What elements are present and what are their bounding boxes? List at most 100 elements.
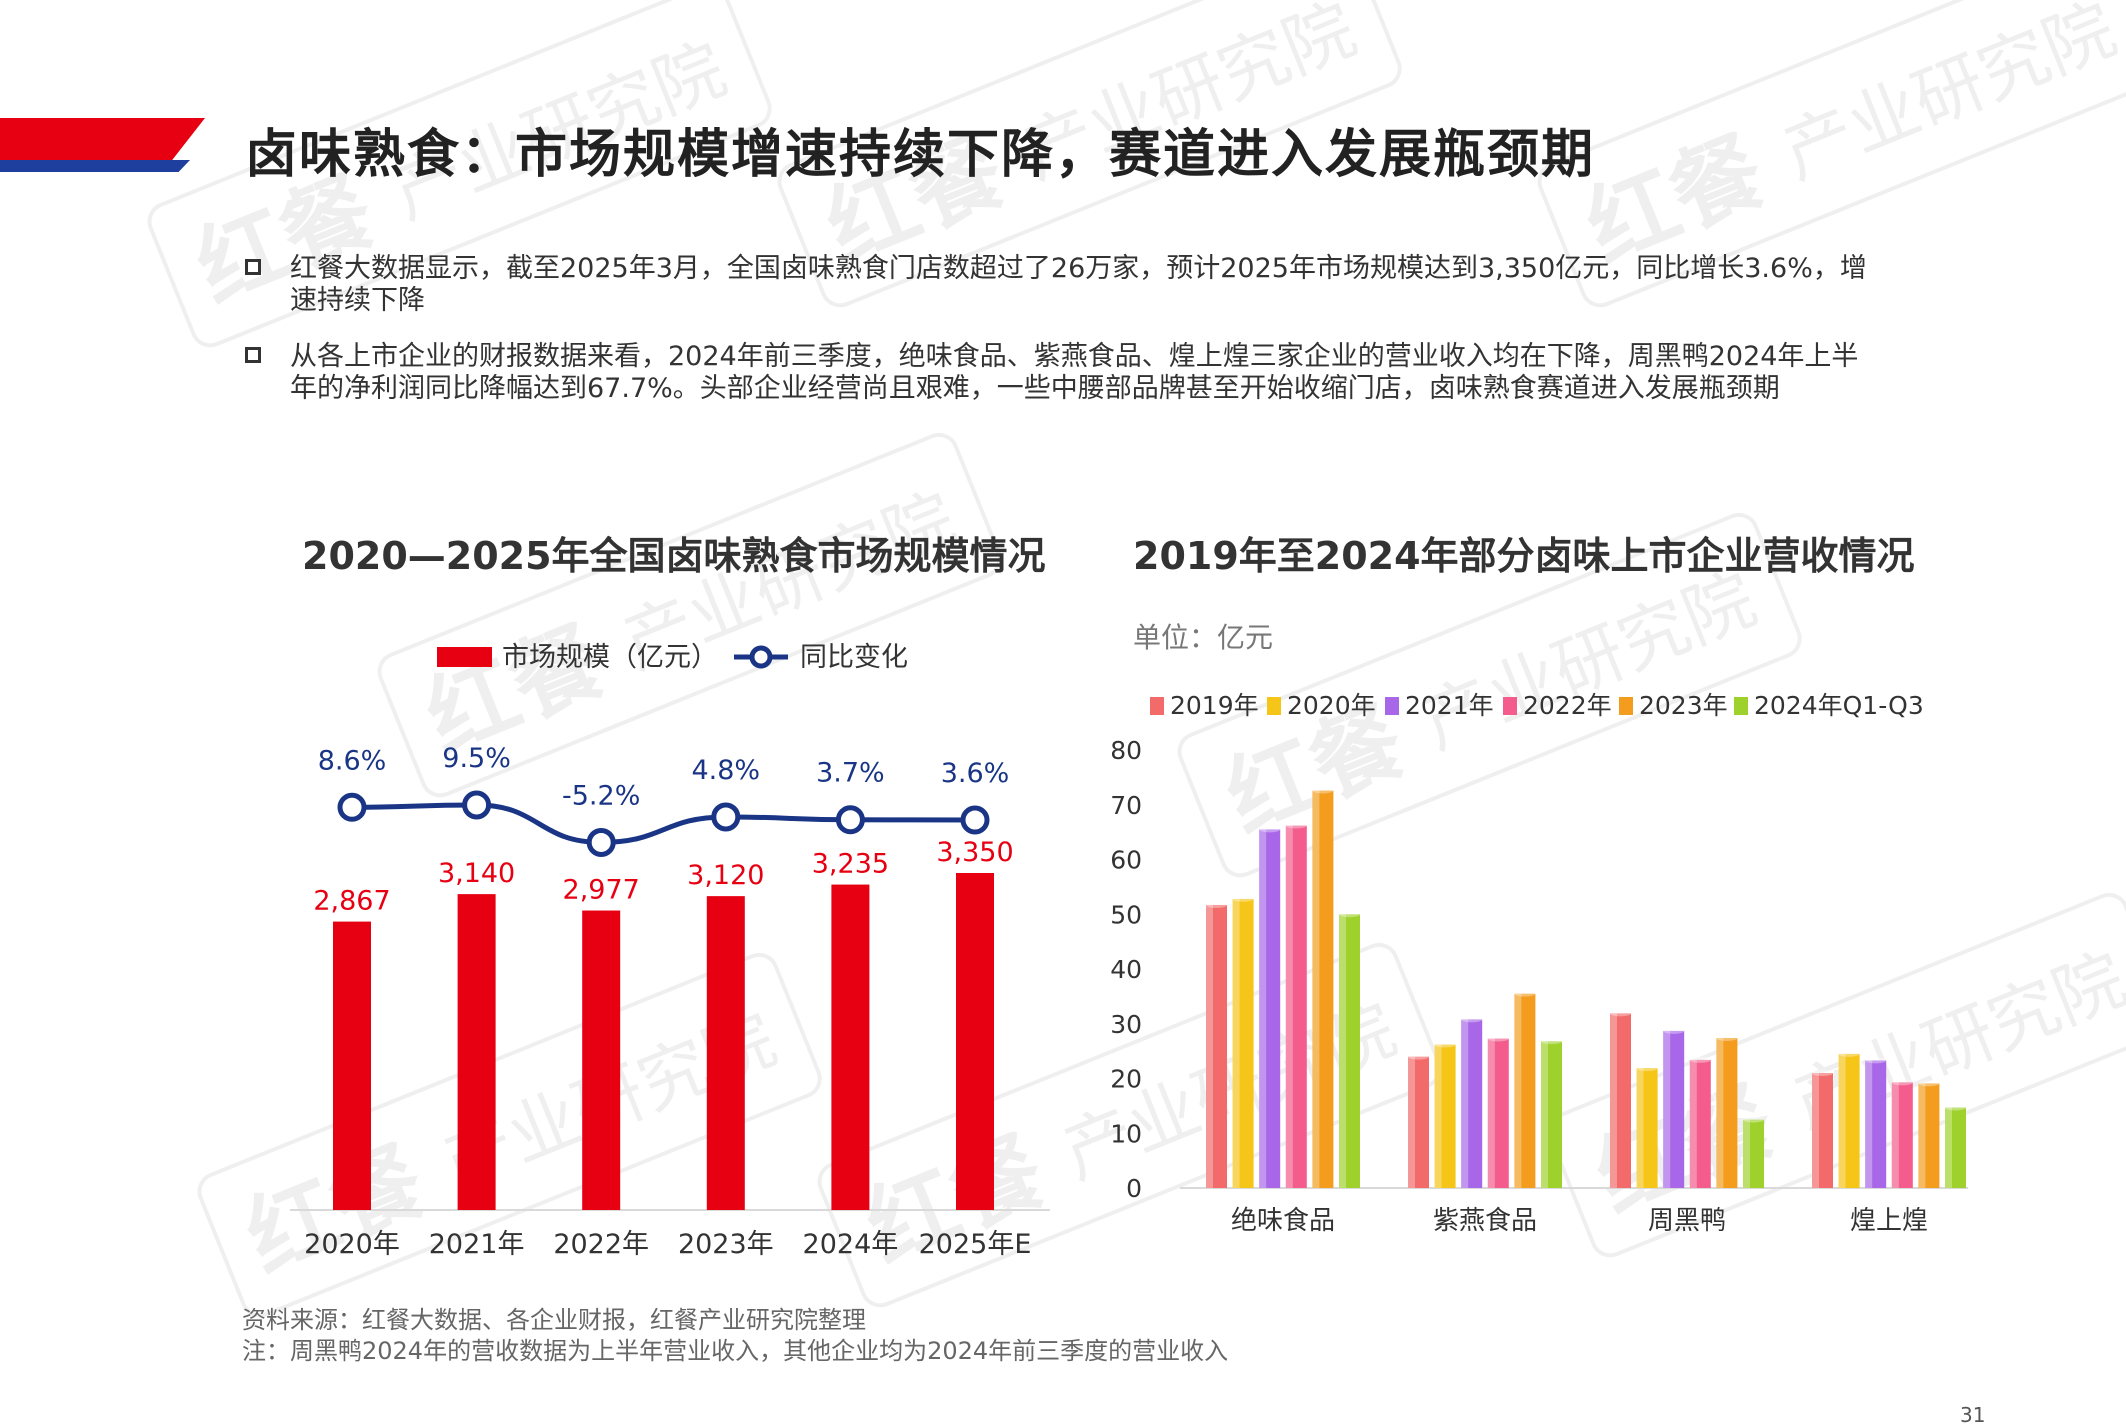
market-size-data-label: 3,350 (936, 837, 1013, 868)
y-tick-label: 60 (1110, 846, 1142, 875)
yoy-marker (711, 802, 741, 832)
revenue-bar-cap (1865, 1057, 1887, 1064)
page-number: 31 (1960, 1403, 1986, 1427)
source-note: 资料来源：红餐大数据、各企业财报，红餐产业研究院整理 (242, 1306, 866, 1334)
x-tick-label: 2022年 (553, 1229, 649, 1260)
revenue-bar (1838, 1053, 1860, 1188)
yoy-data-label: 3.7% (816, 758, 885, 789)
revenue-bar (1487, 1038, 1509, 1188)
revenue-bar (1541, 1041, 1562, 1188)
revenue-bar (1232, 898, 1254, 1188)
revenue-bar (1206, 904, 1227, 1188)
legend-swatch (1150, 697, 1164, 715)
yoy-data-label: 9.5% (442, 743, 511, 774)
y-tick-label: 30 (1110, 1010, 1142, 1039)
market-size-data-label: 3,140 (438, 858, 515, 889)
revenue-bar (1434, 1044, 1456, 1188)
market-size-chart: 市场规模（亿元） 同比变化 2,867 2020年 3,140 2021年 2,977 202… (290, 642, 1050, 1260)
watermark-frame (1177, 512, 1802, 878)
revenue-bar (1812, 1073, 1833, 1188)
revenue-bar-highlight (1891, 1082, 1899, 1188)
legend-swatch-market-size (437, 647, 492, 667)
right-chart-title: 2019年至2024年部分卤味上市企业营收情况 (1133, 534, 1915, 578)
square-bullet-icon (245, 259, 261, 275)
yoy-line (351, 802, 976, 845)
market-size-bar (956, 873, 994, 1210)
legend-swatch (1734, 697, 1748, 715)
y-tick-label: 80 (1110, 736, 1142, 765)
legend-swatch (1385, 697, 1399, 715)
market-size-bar (706, 896, 745, 1210)
watermark-frame (1547, 892, 2126, 1258)
yoy-marker (586, 827, 616, 857)
x-tick-label: 2024年 (803, 1229, 899, 1260)
revenue-bar-highlight (1487, 1038, 1495, 1188)
y-tick-label: 10 (1110, 1119, 1142, 1148)
market-size-bar (333, 921, 371, 1210)
legend-swatch (1267, 697, 1281, 715)
revenue-bar-cap (1812, 1070, 1833, 1077)
revenue-bar (1514, 993, 1536, 1188)
revenue-bar-highlight (1514, 993, 1522, 1188)
revenue-bar-cap (1339, 911, 1360, 918)
watermark-frame (147, 0, 772, 348)
revenue-bar-cap (1312, 787, 1334, 794)
revenue-bar (1312, 790, 1334, 1188)
revenue-bar (1865, 1060, 1887, 1188)
legend-label: 2020年 (1287, 691, 1376, 720)
x-tick-label: 煌上煌 (1850, 1206, 1928, 1236)
legend-label: 2019年 (1170, 691, 1259, 720)
revenue-bar (1918, 1083, 1940, 1188)
x-tick-label: 2021年 (429, 1229, 525, 1260)
legend-label: 2024年Q1-Q3 (1754, 691, 1924, 720)
revenue-bar (1743, 1119, 1764, 1188)
watermark-frame (1537, 0, 2126, 308)
title-accent-red-bar (0, 118, 205, 160)
revenue-bar (1891, 1082, 1913, 1188)
legend-label-yoy: 同比变化 (800, 642, 908, 673)
y-tick-label: 50 (1110, 900, 1142, 929)
x-tick-label: 2023年 (678, 1229, 774, 1260)
market-size-bar (582, 910, 621, 1210)
watermark-frame (777, 0, 1402, 308)
x-tick-label: 周黑鸭 (1648, 1206, 1726, 1236)
revenue-bar-highlight (1408, 1056, 1415, 1188)
revenue-bar-highlight (1743, 1119, 1750, 1188)
revenue-bar (1461, 1019, 1483, 1188)
market-size-data-label: 3,235 (812, 849, 889, 880)
market-size-bar (457, 894, 496, 1210)
y-tick-label: 70 (1110, 791, 1142, 820)
revenue-bar-cap (1838, 1050, 1860, 1057)
revenue-bar-highlight (1312, 790, 1320, 1188)
bullet-text-line: 速持续下降 (290, 285, 425, 316)
yoy-data-label: 8.6% (318, 745, 387, 776)
bullet-point-1: 红餐大数据显示，截至2025年3月，全国卤味熟食门店数超过了26万家，预计202… (245, 253, 1925, 317)
revenue-bar-highlight (1945, 1107, 1952, 1188)
revenue-bar (1408, 1056, 1429, 1188)
revenue-bar (1285, 825, 1307, 1188)
market-size-data-label: 2,867 (313, 886, 390, 917)
watermark-frame (817, 942, 1442, 1308)
yoy-data-label: 4.8% (691, 755, 760, 786)
title-accent-blue-bar (0, 160, 190, 172)
legend-swatch (1503, 697, 1517, 715)
revenue-bar (1945, 1107, 1966, 1188)
y-tick-label: 20 (1110, 1065, 1142, 1094)
revenue-bar-cap (1206, 901, 1227, 908)
revenue-bar-cap (1285, 822, 1307, 829)
unit-label: 单位：亿元 (1133, 621, 1274, 654)
revenue-bar-cap (1891, 1079, 1913, 1086)
legend-swatch (1619, 697, 1633, 715)
footnotes: 资料来源：红餐大数据、各企业财报，红餐产业研究院整理 注：周黑鸭2024年的营收… (242, 1305, 1228, 1367)
x-tick-label: 绝味食品 (1231, 1206, 1335, 1236)
revenue-bar-highlight (1918, 1083, 1926, 1188)
revenue-bar-highlight (1541, 1041, 1548, 1188)
revenue-bar-cap (1434, 1041, 1456, 1048)
revenue-bar-cap (1716, 1034, 1738, 1041)
revenue-bar-cap (1743, 1116, 1764, 1123)
revenue-bar-highlight (1663, 1030, 1671, 1188)
yoy-data-label: -5.2% (562, 780, 640, 811)
bullet-point-2: 从各上市企业的财报数据来看，2024年前三季度，绝味食品、紫燕食品、煌上煌三家企… (245, 341, 1925, 405)
revenue-bar-highlight (1636, 1068, 1644, 1188)
revenue-bar (1689, 1059, 1711, 1188)
